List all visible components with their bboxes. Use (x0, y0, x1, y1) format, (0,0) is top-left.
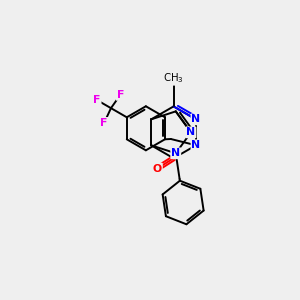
Text: F: F (117, 90, 124, 100)
Text: N: N (191, 114, 201, 124)
Text: CH$_3$: CH$_3$ (163, 71, 184, 85)
Text: F: F (100, 118, 108, 128)
Text: F: F (93, 95, 100, 105)
Text: N: N (191, 140, 201, 150)
Text: N: N (186, 127, 196, 137)
Text: O: O (153, 164, 162, 173)
Text: N: N (171, 148, 180, 158)
